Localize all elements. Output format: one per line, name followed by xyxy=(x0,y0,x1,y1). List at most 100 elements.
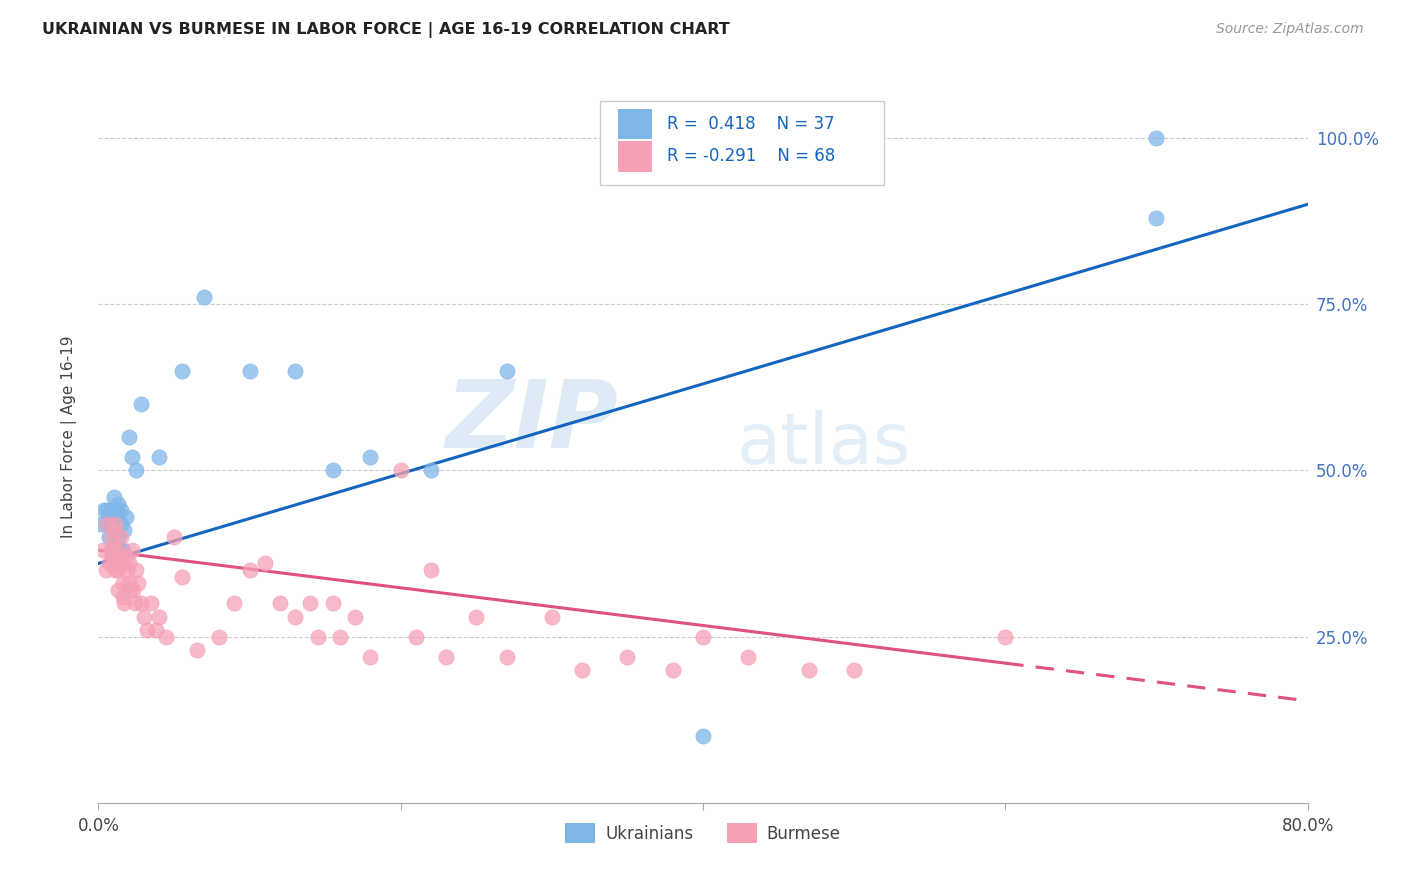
Point xyxy=(155,630,177,644)
Point xyxy=(127,576,149,591)
Point xyxy=(103,490,125,504)
Point xyxy=(112,523,135,537)
Point xyxy=(389,463,412,477)
Text: Source: ZipAtlas.com: Source: ZipAtlas.com xyxy=(1216,22,1364,37)
Text: UKRAINIAN VS BURMESE IN LABOR FORCE | AGE 16-19 CORRELATION CHART: UKRAINIAN VS BURMESE IN LABOR FORCE | AG… xyxy=(42,22,730,38)
Point xyxy=(108,549,131,564)
Point xyxy=(420,563,443,577)
Point xyxy=(994,630,1017,644)
Point xyxy=(105,509,128,524)
Legend: Ukrainians, Burmese: Ukrainians, Burmese xyxy=(558,817,848,849)
Point xyxy=(661,663,683,677)
Point xyxy=(692,729,714,743)
FancyBboxPatch shape xyxy=(600,101,884,185)
Point xyxy=(107,582,129,597)
Point xyxy=(111,576,134,591)
Point xyxy=(101,543,124,558)
Point xyxy=(107,530,129,544)
Point xyxy=(118,430,141,444)
Point xyxy=(118,576,141,591)
Point xyxy=(111,590,134,604)
Point xyxy=(737,649,759,664)
Point xyxy=(239,563,262,577)
Point xyxy=(108,543,131,558)
Point xyxy=(90,516,112,531)
Point xyxy=(107,497,129,511)
Point xyxy=(101,516,124,531)
Point xyxy=(540,609,562,624)
Point xyxy=(98,557,121,571)
Point xyxy=(495,649,517,664)
Point xyxy=(100,543,122,558)
Point xyxy=(103,523,125,537)
Point xyxy=(110,530,132,544)
Point xyxy=(239,363,262,377)
Point xyxy=(91,543,114,558)
Point xyxy=(797,663,820,677)
Point xyxy=(186,643,208,657)
Point xyxy=(307,630,329,644)
Point xyxy=(329,630,352,644)
Point xyxy=(344,609,367,624)
Point xyxy=(616,649,638,664)
Point xyxy=(107,563,129,577)
Text: ZIP: ZIP xyxy=(446,376,619,468)
Point xyxy=(96,516,118,531)
Point xyxy=(170,570,193,584)
Point xyxy=(141,596,163,610)
Point xyxy=(110,516,132,531)
Point xyxy=(114,509,136,524)
Point xyxy=(103,509,125,524)
Point xyxy=(844,663,866,677)
Point xyxy=(125,563,148,577)
Point xyxy=(692,630,714,644)
Point xyxy=(125,463,148,477)
Point xyxy=(284,363,307,377)
Point xyxy=(98,530,121,544)
Point xyxy=(495,363,517,377)
Text: atlas: atlas xyxy=(737,410,911,479)
Point xyxy=(112,596,135,610)
Point xyxy=(104,503,127,517)
Point xyxy=(170,363,193,377)
Point xyxy=(284,609,307,624)
Point xyxy=(122,582,145,597)
Point xyxy=(360,450,382,464)
Point xyxy=(94,563,117,577)
Y-axis label: In Labor Force | Age 16-19: In Labor Force | Age 16-19 xyxy=(60,335,77,539)
Point xyxy=(224,596,246,610)
Point xyxy=(1144,211,1167,225)
Point xyxy=(101,530,124,544)
Bar xyxy=(619,109,652,139)
Point xyxy=(104,516,127,531)
Point xyxy=(105,543,128,558)
Point xyxy=(269,596,291,610)
Point xyxy=(101,549,124,564)
Point xyxy=(1144,131,1167,145)
Point xyxy=(104,563,127,577)
Point xyxy=(465,609,488,624)
Point xyxy=(100,503,122,517)
Point xyxy=(124,596,146,610)
Point xyxy=(163,530,186,544)
Point xyxy=(420,463,443,477)
Point xyxy=(96,503,118,517)
Point xyxy=(104,516,127,531)
Point xyxy=(145,623,167,637)
Point xyxy=(148,450,170,464)
Point xyxy=(322,463,344,477)
Point xyxy=(135,623,157,637)
Point xyxy=(129,596,152,610)
Point xyxy=(96,516,118,531)
Point xyxy=(93,503,115,517)
Point xyxy=(110,503,132,517)
Point xyxy=(193,290,215,304)
Point xyxy=(103,557,125,571)
Point xyxy=(299,596,322,610)
Point xyxy=(114,549,136,564)
Text: R =  0.418    N = 37: R = 0.418 N = 37 xyxy=(666,115,834,133)
Point xyxy=(120,582,142,597)
Point xyxy=(110,557,132,571)
Point xyxy=(360,649,382,664)
Point xyxy=(115,563,138,577)
